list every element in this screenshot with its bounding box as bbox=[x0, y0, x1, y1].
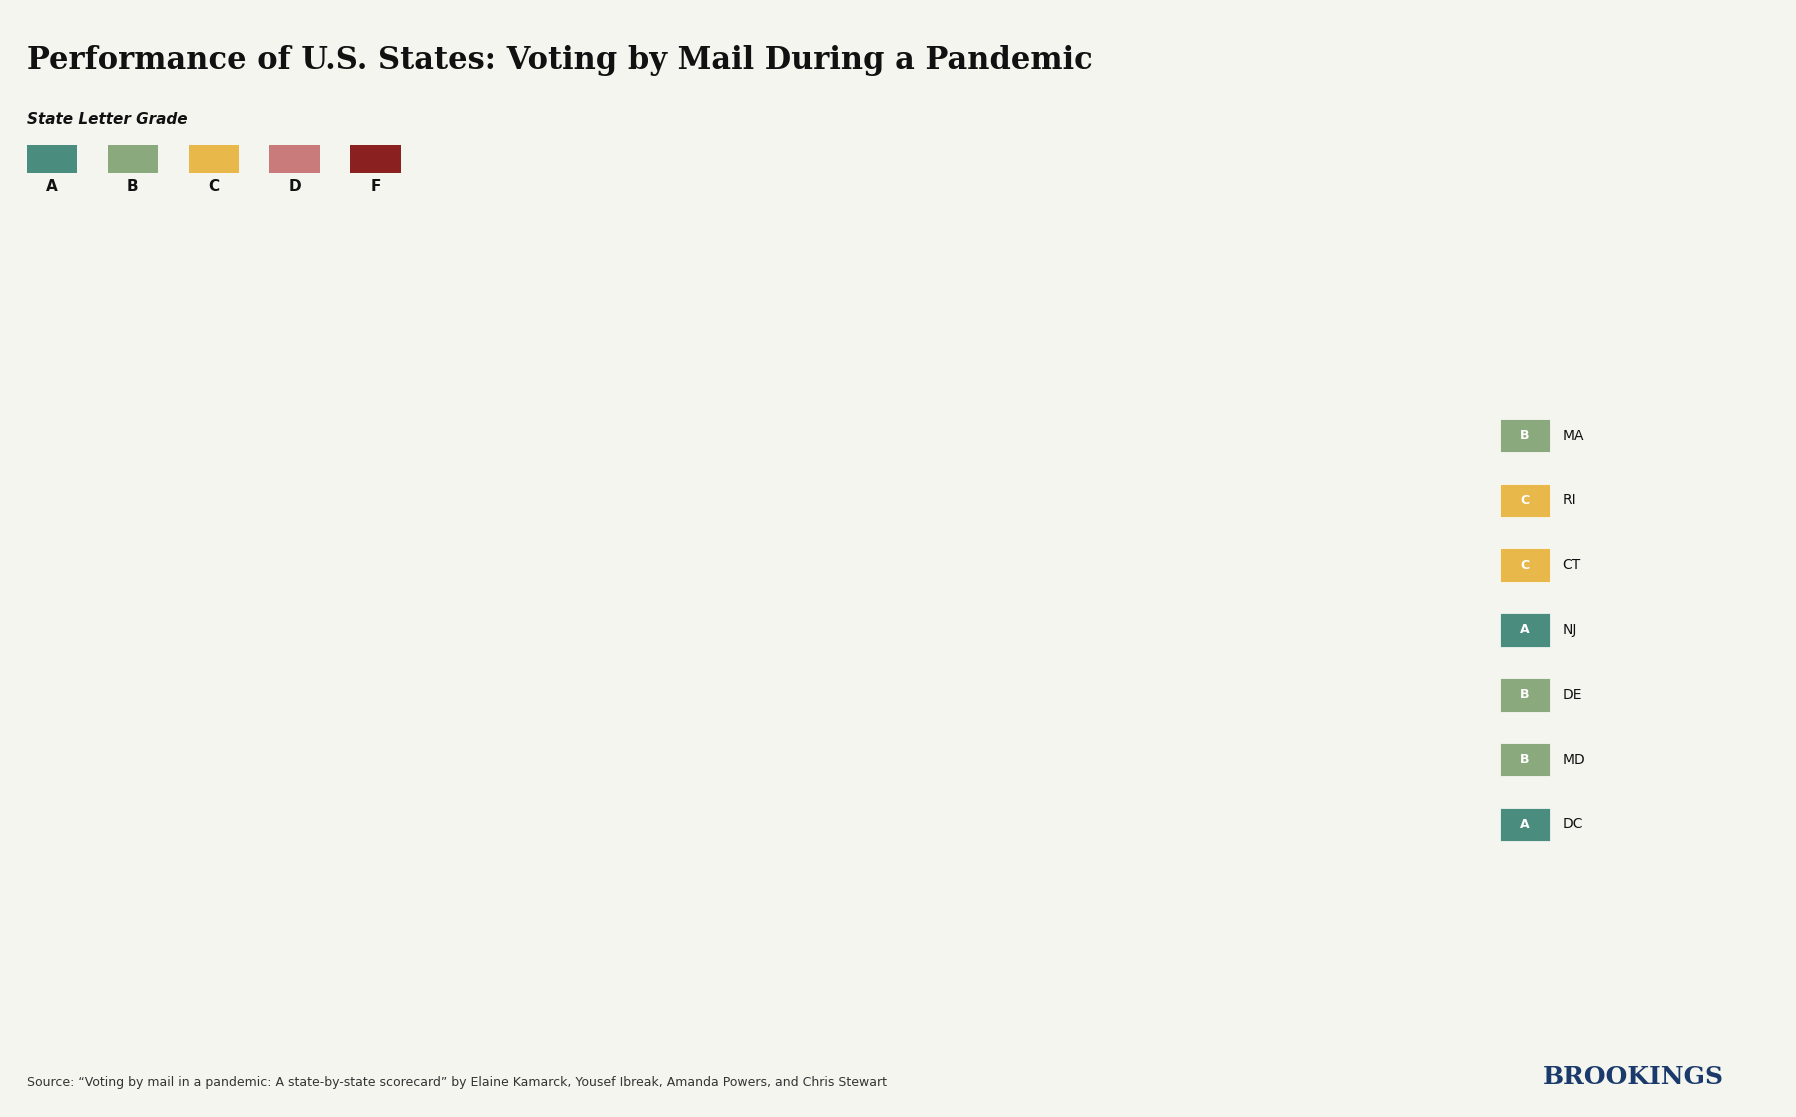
Text: A: A bbox=[1519, 623, 1530, 637]
Text: B: B bbox=[128, 179, 138, 193]
Text: Performance of U.S. States: Voting by Mail During a Pandemic: Performance of U.S. States: Voting by Ma… bbox=[27, 45, 1092, 76]
Text: RI: RI bbox=[1563, 494, 1577, 507]
Text: B: B bbox=[1519, 753, 1530, 766]
Text: C: C bbox=[1519, 558, 1530, 572]
Text: MD: MD bbox=[1563, 753, 1586, 766]
Text: MA: MA bbox=[1563, 429, 1584, 442]
Text: BROOKINGS: BROOKINGS bbox=[1543, 1066, 1724, 1089]
Text: B: B bbox=[1519, 688, 1530, 701]
Text: Source: “Voting by mail in a pandemic: A state-by-state scorecard” by Elaine Kam: Source: “Voting by mail in a pandemic: A… bbox=[27, 1076, 887, 1089]
Text: NJ: NJ bbox=[1563, 623, 1577, 637]
Text: F: F bbox=[370, 179, 381, 193]
Text: State Letter Grade: State Letter Grade bbox=[27, 112, 187, 126]
Text: CT: CT bbox=[1563, 558, 1580, 572]
Text: C: C bbox=[208, 179, 219, 193]
Text: DC: DC bbox=[1563, 818, 1582, 831]
Text: C: C bbox=[1519, 494, 1530, 507]
Text: A: A bbox=[1519, 818, 1530, 831]
Text: B: B bbox=[1519, 429, 1530, 442]
Text: A: A bbox=[47, 179, 57, 193]
Text: DE: DE bbox=[1563, 688, 1582, 701]
Text: D: D bbox=[287, 179, 302, 193]
